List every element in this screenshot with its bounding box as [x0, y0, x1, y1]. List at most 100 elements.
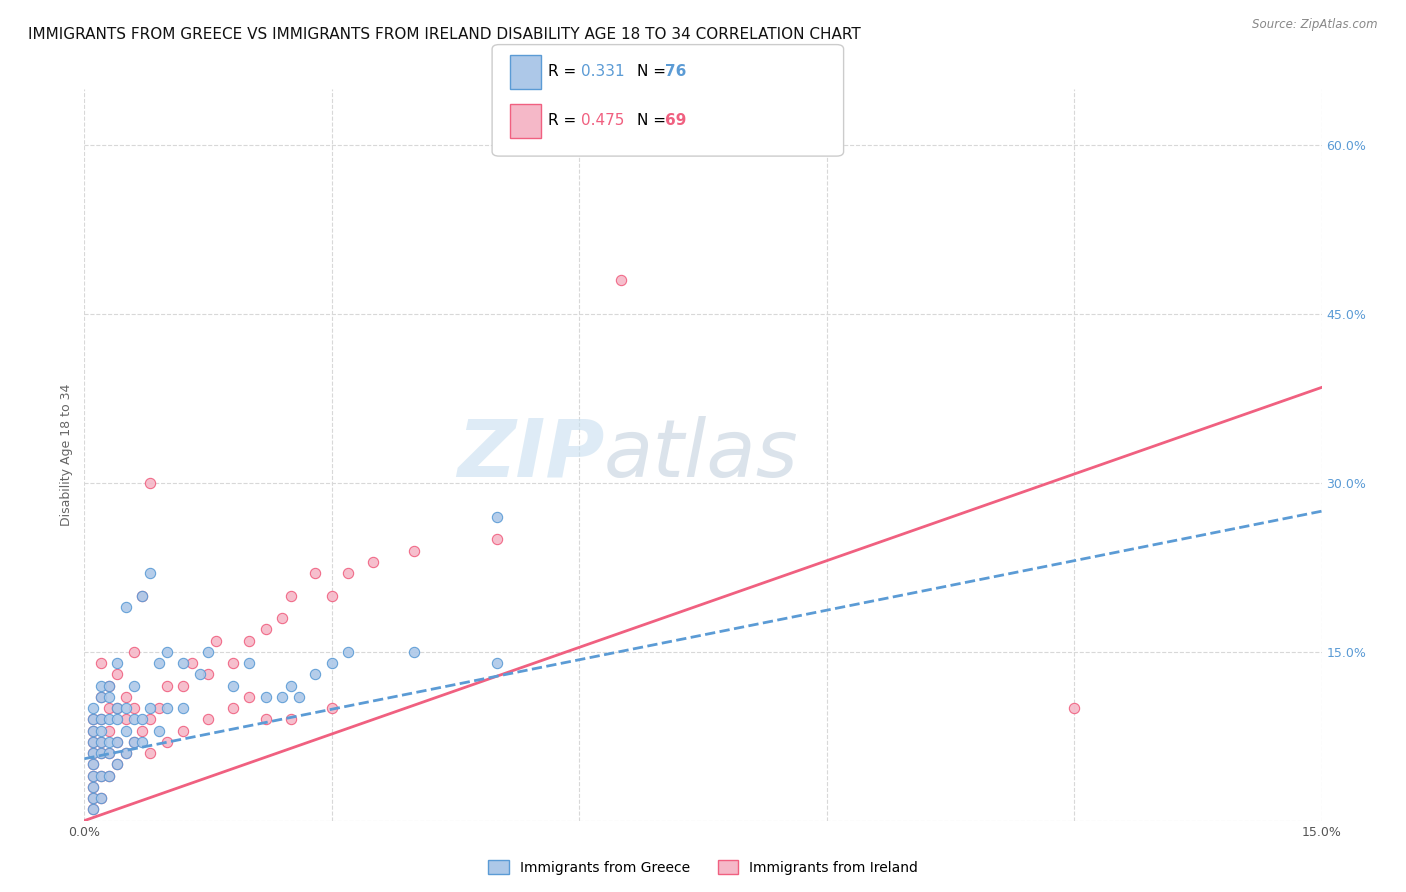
- Point: [122, 712, 145, 726]
- Point: [90, 746, 112, 760]
- Point: [98, 769, 121, 783]
- Point: [197, 712, 219, 726]
- Point: [90, 712, 112, 726]
- Point: [98, 679, 121, 693]
- Point: [122, 701, 145, 715]
- Point: [82, 735, 104, 749]
- Point: [254, 712, 277, 726]
- Point: [105, 701, 128, 715]
- Point: [156, 645, 179, 659]
- Point: [280, 712, 302, 726]
- Point: [90, 791, 112, 805]
- Point: [114, 690, 136, 704]
- Point: [105, 757, 128, 772]
- Point: [254, 690, 277, 704]
- Point: [172, 656, 194, 670]
- Point: [288, 690, 311, 704]
- Point: [131, 723, 153, 738]
- Point: [90, 690, 112, 704]
- Point: [222, 701, 245, 715]
- Point: [114, 599, 136, 614]
- Text: Source: ZipAtlas.com: Source: ZipAtlas.com: [1253, 18, 1378, 31]
- Text: 0.331: 0.331: [581, 64, 624, 78]
- Point: [122, 679, 145, 693]
- Point: [122, 735, 145, 749]
- Point: [1063, 701, 1085, 715]
- Point: [98, 735, 121, 749]
- Point: [98, 723, 121, 738]
- Point: [82, 701, 104, 715]
- Point: [321, 656, 343, 670]
- Point: [105, 667, 128, 681]
- Point: [304, 667, 326, 681]
- Point: [180, 656, 202, 670]
- Point: [90, 769, 112, 783]
- Point: [98, 769, 121, 783]
- Point: [139, 712, 162, 726]
- Point: [105, 656, 128, 670]
- Point: [404, 645, 426, 659]
- Text: R =: R =: [548, 113, 582, 128]
- Point: [172, 723, 194, 738]
- Point: [82, 723, 104, 738]
- Point: [122, 645, 145, 659]
- Point: [238, 633, 260, 648]
- Point: [156, 679, 179, 693]
- Point: [148, 723, 170, 738]
- Point: [82, 791, 104, 805]
- Point: [197, 667, 219, 681]
- Point: [280, 589, 302, 603]
- Point: [105, 735, 128, 749]
- Point: [98, 679, 121, 693]
- Point: [131, 735, 153, 749]
- Point: [82, 746, 104, 760]
- Point: [172, 701, 194, 715]
- Point: [148, 656, 170, 670]
- Point: [337, 566, 360, 580]
- Point: [122, 735, 145, 749]
- Point: [105, 712, 128, 726]
- Point: [82, 746, 104, 760]
- Point: [90, 679, 112, 693]
- Point: [114, 746, 136, 760]
- Text: 0.475: 0.475: [581, 113, 624, 128]
- Text: atlas: atlas: [605, 416, 799, 494]
- Point: [82, 802, 104, 816]
- Point: [98, 746, 121, 760]
- Text: R =: R =: [548, 64, 582, 78]
- Point: [148, 701, 170, 715]
- Point: [105, 735, 128, 749]
- Point: [90, 735, 112, 749]
- Point: [82, 802, 104, 816]
- Point: [105, 757, 128, 772]
- Y-axis label: Disability Age 18 to 34: Disability Age 18 to 34: [60, 384, 73, 526]
- Point: [82, 780, 104, 794]
- Point: [90, 723, 112, 738]
- Point: [82, 791, 104, 805]
- Point: [222, 679, 245, 693]
- Point: [139, 701, 162, 715]
- Point: [90, 791, 112, 805]
- Point: [82, 757, 104, 772]
- Point: [156, 735, 179, 749]
- Point: [98, 746, 121, 760]
- Point: [361, 555, 384, 569]
- Point: [222, 656, 245, 670]
- Point: [321, 589, 343, 603]
- Point: [131, 712, 153, 726]
- Point: [254, 623, 277, 637]
- Point: [485, 533, 508, 547]
- Point: [82, 723, 104, 738]
- Point: [114, 723, 136, 738]
- Point: [188, 667, 211, 681]
- Point: [131, 589, 153, 603]
- Point: [82, 769, 104, 783]
- Point: [271, 611, 294, 625]
- Point: [82, 780, 104, 794]
- Text: N =: N =: [637, 64, 671, 78]
- Point: [98, 701, 121, 715]
- Point: [156, 701, 179, 715]
- Point: [90, 769, 112, 783]
- Point: [139, 746, 162, 760]
- Point: [172, 679, 194, 693]
